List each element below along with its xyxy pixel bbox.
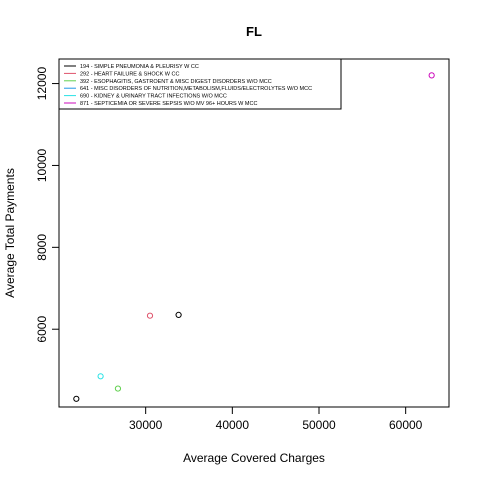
legend-entry-label: 871 - SEPTICEMIA OR SEVERE SEPSIS W/O MV… bbox=[80, 101, 257, 107]
x-axis-label: Average Covered Charges bbox=[183, 451, 325, 465]
y-tick-label: 6000 bbox=[35, 316, 49, 343]
legend-box bbox=[58, 58, 342, 110]
legend-entry-label: 641 - MISC DISORDERS OF NUTRITION,METABO… bbox=[80, 86, 312, 92]
legend: 194 - SIMPLE PNEUMONIA & PLEURISY W CC29… bbox=[58, 58, 342, 110]
data-points bbox=[73, 72, 435, 402]
x-axis: 30000 40000 50000 60000 bbox=[129, 406, 423, 432]
y-tick-label: 8000 bbox=[35, 234, 49, 261]
y-tick-label: 12000 bbox=[35, 67, 49, 101]
x-tick-label: 40000 bbox=[216, 418, 250, 432]
x-tick-label: 30000 bbox=[129, 418, 163, 432]
legend-entry-label: 690 - KIDNEY & URINARY TRACT INFECTIONS … bbox=[80, 94, 227, 100]
data-point bbox=[73, 395, 80, 402]
y-tick-label: 10000 bbox=[35, 148, 49, 182]
y-axis: 6000 8000 10000 12000 bbox=[35, 67, 60, 343]
legend-entry-label: 194 - SIMPLE PNEUMONIA & PLEURISY W CC bbox=[80, 64, 199, 70]
data-point bbox=[114, 385, 122, 392]
x-tick-label: 60000 bbox=[389, 418, 423, 432]
legend-entry-label: 292 - HEART FAILURE & SHOCK W CC bbox=[80, 71, 179, 77]
x-tick-label: 50000 bbox=[302, 418, 336, 432]
plot-frame bbox=[58, 58, 450, 408]
data-point bbox=[428, 72, 435, 79]
y-axis-label: Average Total Payments bbox=[3, 168, 17, 298]
data-point bbox=[146, 312, 154, 319]
chart-title: FL bbox=[246, 24, 262, 39]
legend-entry-label: 392 - ESOPHAGITIS, GASTROENT & MISC DIGE… bbox=[80, 79, 272, 85]
data-point bbox=[97, 373, 104, 380]
data-point bbox=[175, 311, 182, 318]
